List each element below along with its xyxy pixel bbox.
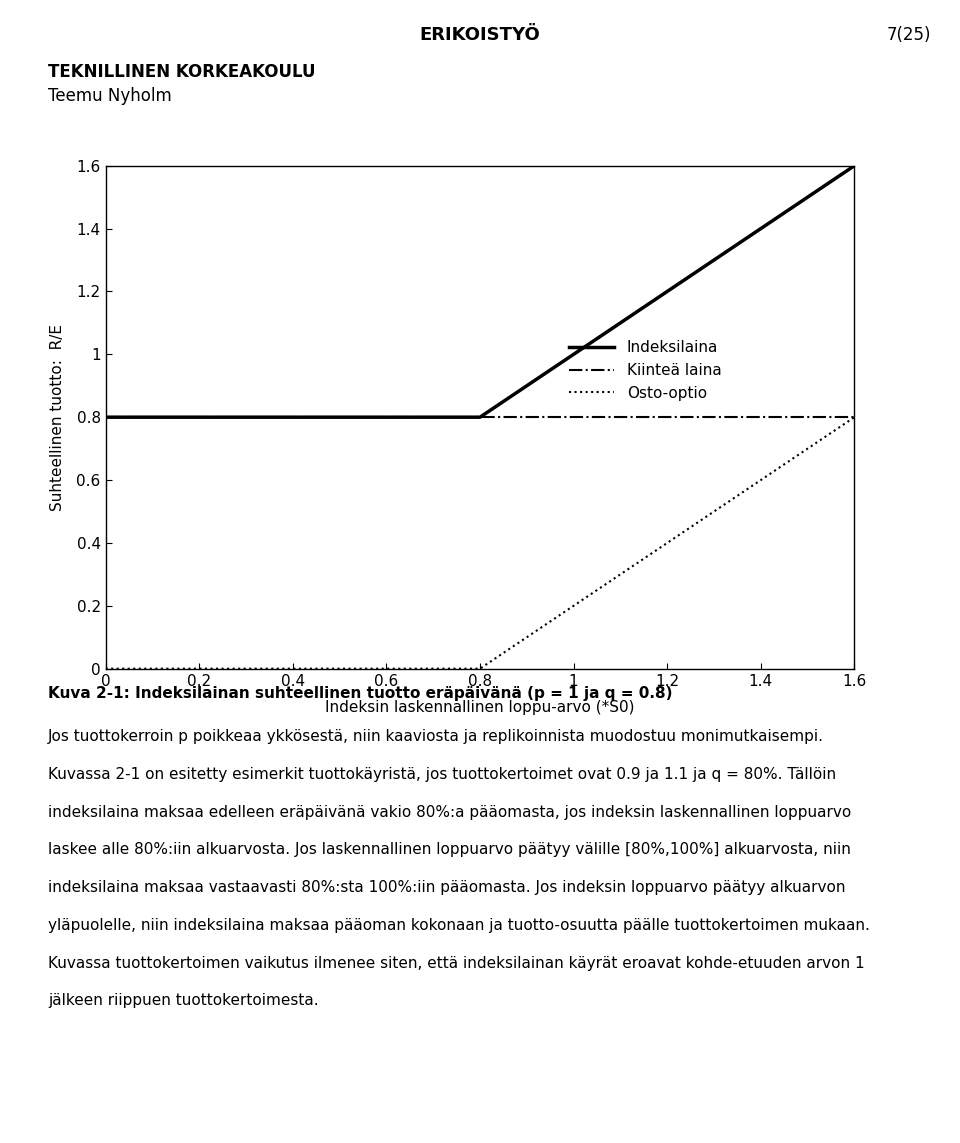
Text: yläpuolelle, niin indeksilaina maksaa pääoman kokonaan ja tuotto-osuutta päälle : yläpuolelle, niin indeksilaina maksaa pä…	[48, 918, 870, 933]
Text: Kuvassa 2-1 on esitetty esimerkit tuottokäyristä, jos tuottokertoimet ovat 0.9 j: Kuvassa 2-1 on esitetty esimerkit tuotto…	[48, 767, 836, 782]
Text: Kuvassa tuottokertoimen vaikutus ilmenee siten, että indeksilainan käyrät eroava: Kuvassa tuottokertoimen vaikutus ilmenee…	[48, 956, 865, 970]
Text: indeksilaina maksaa edelleen eräpäivänä vakio 80%:a pääomasta, jos indeksin lask: indeksilaina maksaa edelleen eräpäivänä …	[48, 805, 852, 820]
Text: indeksilaina maksaa vastaavasti 80%:sta 100%:iin pääomasta. Jos indeksin loppuar: indeksilaina maksaa vastaavasti 80%:sta …	[48, 880, 846, 895]
Text: TEKNILLINEN KORKEAKOULU: TEKNILLINEN KORKEAKOULU	[48, 63, 316, 81]
X-axis label: Indeksin laskennallinen loppu-arvo (*S0): Indeksin laskennallinen loppu-arvo (*S0)	[325, 700, 635, 714]
Y-axis label: Suhteellinen tuotto:  R/E: Suhteellinen tuotto: R/E	[50, 323, 65, 511]
Text: Teemu Nyholm: Teemu Nyholm	[48, 87, 172, 105]
Text: Jos tuottokerroin p poikkeaa ykkösestä, niin kaaviosta ja replikoinnista muodost: Jos tuottokerroin p poikkeaa ykkösestä, …	[48, 729, 824, 744]
Text: ERIKOISTYÖ: ERIKOISTYÖ	[420, 26, 540, 45]
Text: laskee alle 80%:iin alkuarvosta. Jos laskennallinen loppuarvo päätyy välille [80: laskee alle 80%:iin alkuarvosta. Jos las…	[48, 842, 851, 857]
Text: Kuva 2-1: Indeksilainan suhteellinen tuotto eräpäivänä (p = 1 ja q = 0.8): Kuva 2-1: Indeksilainan suhteellinen tuo…	[48, 686, 673, 701]
Text: jälkeen riippuen tuottokertoimesta.: jälkeen riippuen tuottokertoimesta.	[48, 993, 319, 1008]
Legend: Indeksilaina, Kiinteä laina, Osto-optio: Indeksilaina, Kiinteä laina, Osto-optio	[563, 334, 728, 407]
Text: 7(25): 7(25)	[887, 26, 931, 45]
